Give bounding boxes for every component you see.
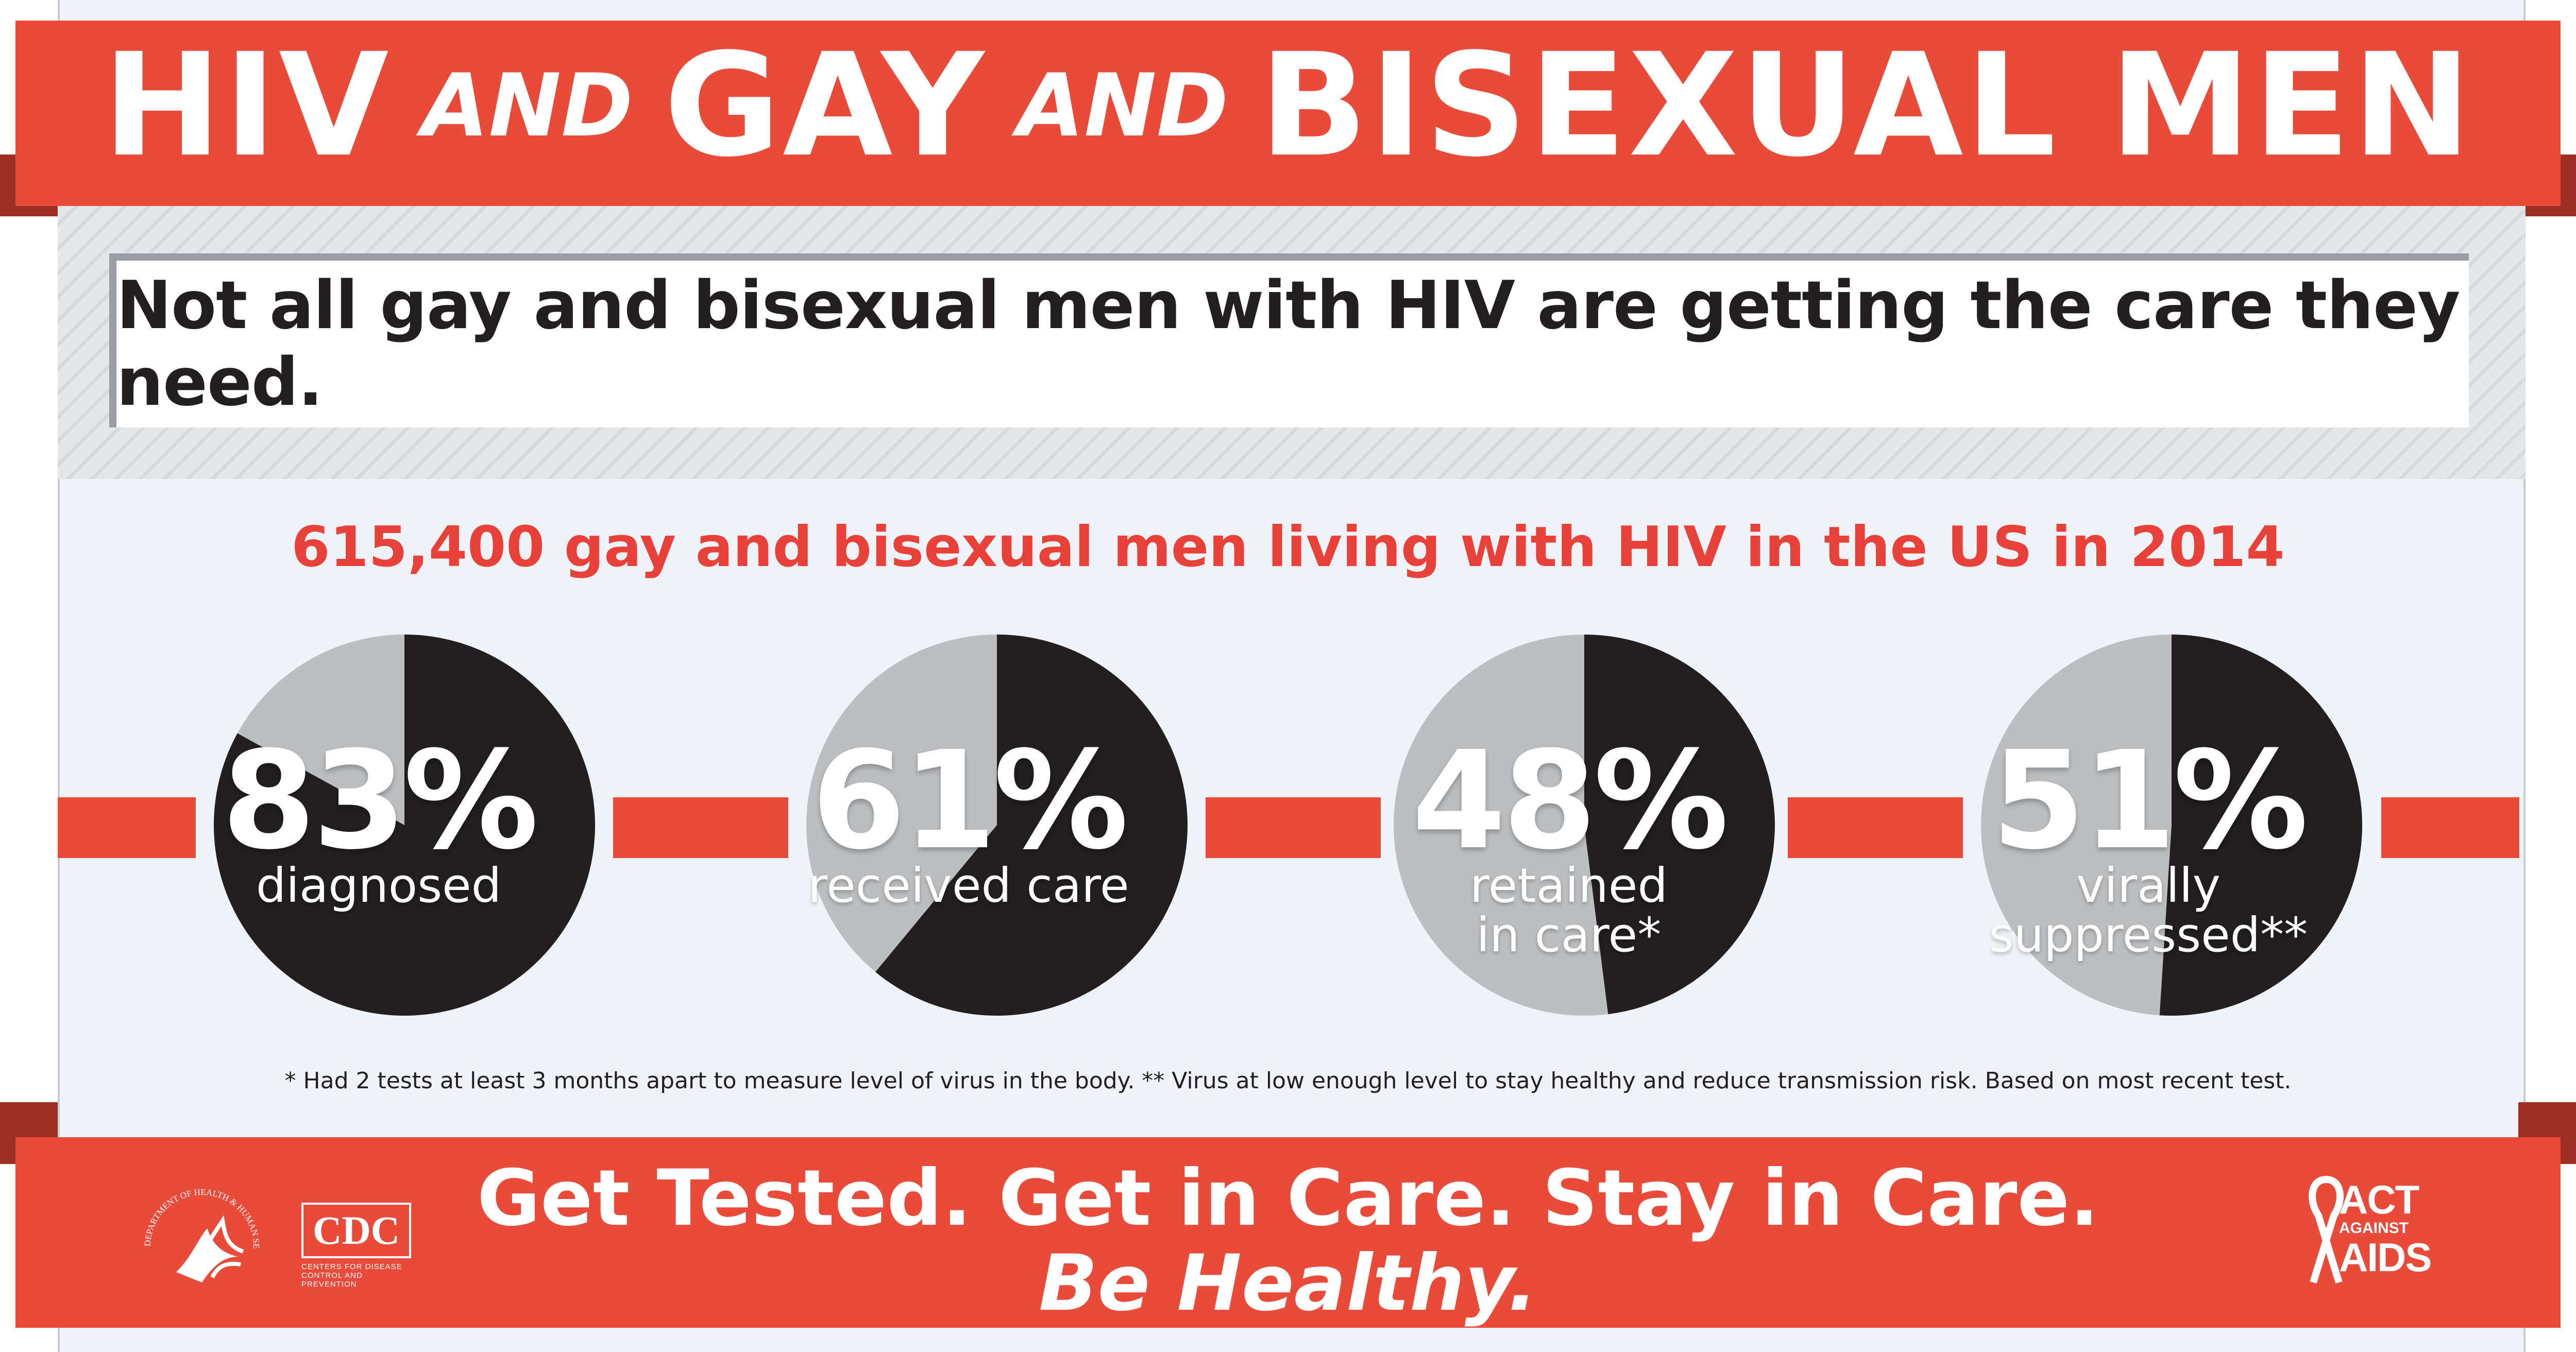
cdc-logo-sub2: CONTROL AND PREVENTION bbox=[301, 1271, 363, 1289]
cta-line-2: Be Healthy. bbox=[1039, 1239, 1537, 1328]
cdc-logo-box: CDC bbox=[301, 1203, 411, 1258]
pie-1-value-slice bbox=[214, 635, 595, 1016]
title-and-2: AND bbox=[1017, 55, 1229, 156]
connector-2-3 bbox=[1206, 797, 1381, 858]
connector-3-4 bbox=[1788, 797, 1963, 858]
pie-4 bbox=[1981, 635, 2362, 1016]
pie-1 bbox=[214, 635, 595, 1016]
title-banner bbox=[15, 21, 2561, 206]
pie-3-value-slice bbox=[1584, 635, 1775, 1015]
pie-2 bbox=[806, 635, 1188, 1016]
footer-banner bbox=[15, 1137, 2561, 1328]
footnote: * Had 2 tests at least 3 months apart to… bbox=[284, 1068, 2292, 1094]
title-hiv: HIV bbox=[103, 23, 391, 189]
connector-left bbox=[58, 797, 196, 858]
page-title: HIV AND GAY AND BISEXUAL MEN bbox=[0, 21, 2576, 191]
cdc-logo-letters: CDC bbox=[313, 1208, 400, 1253]
message-box: Not all gay and bisexual men with HIV ar… bbox=[109, 253, 2469, 427]
title-gay: GAY bbox=[664, 23, 987, 189]
cta-line-1: Get Tested. Get in Care. Stay in Care. bbox=[477, 1154, 2099, 1243]
pie-2-value-slice bbox=[875, 635, 1188, 1016]
hhs-logo-icon: DEPARTMENT OF HEALTH & HUMAN SERVICES US… bbox=[135, 1179, 261, 1282]
message-text: Not all gay and bisexual men with HIV ar… bbox=[116, 267, 2460, 421]
red-ribbon-icon bbox=[2309, 1176, 2344, 1284]
act-against-aids-logo: ACT AGAINST AIDS bbox=[2339, 1177, 2432, 1280]
cdc-logo: CDC CENTERS FOR DISEASE CONTROL AND PREV… bbox=[301, 1203, 412, 1289]
cdc-logo-sub1: CENTERS FOR DISEASE bbox=[301, 1262, 402, 1271]
aaa-line-2: AGAINST bbox=[2339, 1220, 2409, 1237]
aaa-line-3: AIDS bbox=[2339, 1235, 2432, 1280]
chart-subhead: 615,400 gay and bisexual men living with… bbox=[291, 515, 2285, 579]
title-and-1: AND bbox=[421, 55, 633, 156]
connector-1-2 bbox=[613, 797, 788, 858]
aaa-line-1: ACT bbox=[2339, 1177, 2419, 1222]
title-bisexual-men: BISEXUAL MEN bbox=[1259, 23, 2473, 189]
pie-3 bbox=[1394, 635, 1775, 1016]
connector-right bbox=[2381, 797, 2519, 858]
pie-4-value-slice bbox=[2159, 635, 2362, 1016]
